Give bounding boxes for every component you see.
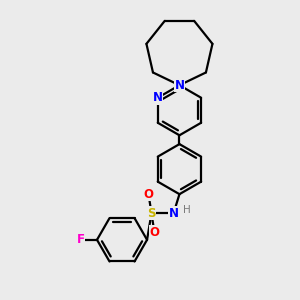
Text: O: O (149, 226, 159, 239)
Text: N: N (174, 79, 184, 92)
Text: F: F (77, 233, 85, 246)
Text: N: N (169, 207, 178, 220)
Text: H: H (183, 206, 191, 215)
Text: N: N (153, 91, 163, 104)
Text: S: S (147, 207, 156, 220)
Text: O: O (143, 188, 154, 201)
Text: N: N (174, 79, 184, 92)
